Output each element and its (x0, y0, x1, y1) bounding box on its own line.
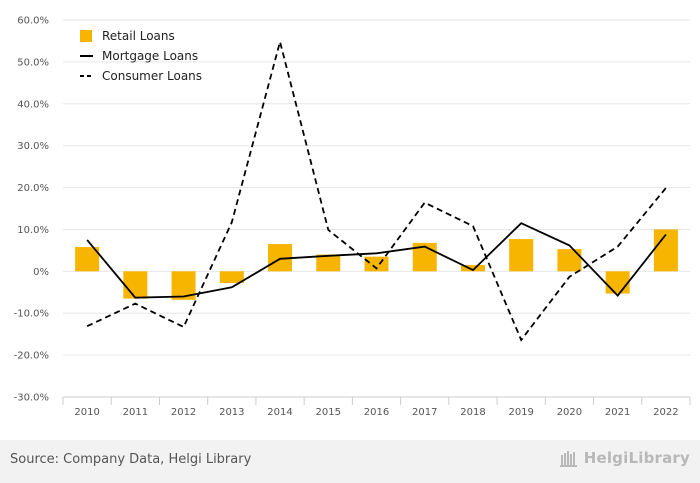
x-tick-label: 2015 (316, 407, 341, 418)
bar (219, 271, 244, 284)
y-tick-label: -20.0% (14, 351, 49, 362)
x-tick-label: 2013 (219, 407, 244, 418)
bar (75, 247, 100, 272)
mortgage-loans-line (86, 222, 667, 299)
legend-label: Retail Loans (102, 29, 175, 43)
x-tick-label: 2016 (364, 407, 389, 418)
x-tick-label: 2017 (412, 407, 437, 418)
source-note: Source: Company Data, Helgi Library (10, 452, 252, 467)
y-tick-label: 50.0% (17, 57, 49, 68)
chart-area: -30.0% -20.0% -10.0% 0% 10.0% 20.0% 30.0% 40.0%… (13, 15, 691, 418)
x-tick-label: 2020 (557, 407, 582, 418)
library-icon (559, 451, 577, 467)
x-tick-label: 2018 (460, 407, 485, 418)
chart-svg: -30.0% -20.0% -10.0% 0% 10.0% 20.0% 30.0% 40.0%… (14, 16, 691, 418)
y-tick-label: 20.0% (17, 183, 49, 194)
brand-name: HelgiLibrary (583, 449, 690, 467)
x-tick-label: 2012 (171, 407, 196, 418)
footer: Source: Company Data, Helgi Library Helg… (0, 440, 700, 483)
y-tick-label: 40.0% (17, 99, 49, 110)
bar (509, 239, 534, 272)
y-tick-label: 0% (33, 267, 49, 278)
x-tick-label: 2011 (123, 407, 148, 418)
y-tick-label: 30.0% (17, 141, 49, 152)
consumer-loans-line (86, 38, 667, 342)
y-tick-label: -30.0% (14, 393, 49, 404)
bar (316, 254, 341, 272)
legend-label: Consumer Loans (102, 69, 202, 83)
y-tick-label: 10.0% (17, 225, 49, 236)
y-tick-label: 60.0% (17, 16, 49, 27)
x-tick-label: 2010 (74, 407, 99, 418)
bar (653, 229, 678, 272)
y-tick-label: -10.0% (14, 309, 49, 320)
legend-label: Mortgage Loans (102, 49, 198, 63)
bar (123, 271, 148, 299)
brand-logo[interactable]: HelgiLibrary (559, 449, 690, 467)
x-tick-label: 2014 (267, 407, 292, 418)
x-tick-label: 2019 (508, 407, 533, 418)
x-tick-label: 2021 (605, 407, 630, 418)
x-tick-label: 2022 (653, 407, 678, 418)
bar (557, 249, 582, 272)
bar (605, 271, 630, 294)
legend-swatch-bar (80, 30, 92, 42)
bar (460, 265, 485, 272)
